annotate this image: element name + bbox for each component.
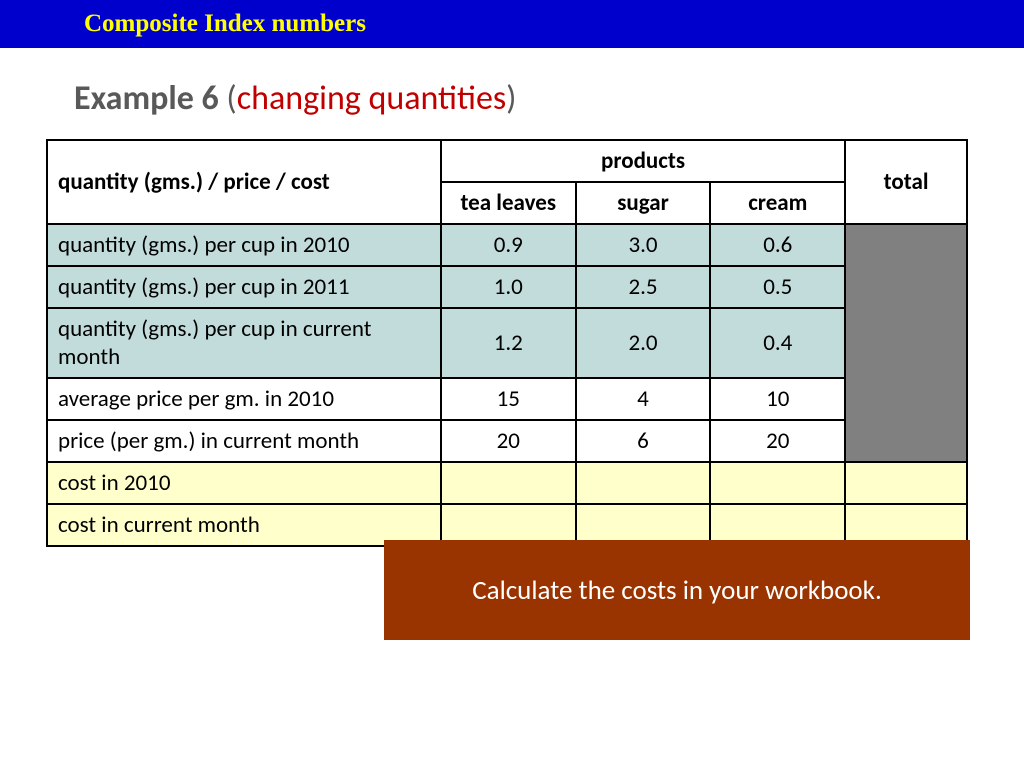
row-label: quantity (gms.) per cup in current month: [47, 308, 441, 378]
table-row: price (per gm.) in current month 20 6 20: [47, 420, 967, 462]
row-label: quantity (gms.) per cup in 2011: [47, 266, 441, 308]
cell: 6: [576, 420, 711, 462]
cell: [710, 462, 845, 504]
table-row: average price per gm. in 2010 15 4 10: [47, 378, 967, 420]
title-open: (: [219, 78, 237, 119]
products-header: products: [441, 140, 845, 182]
row-label: cost in current month: [47, 504, 441, 546]
cell: 0.6: [710, 224, 845, 266]
title-sub: changing quantities: [237, 78, 506, 119]
cell: 1.2: [441, 308, 576, 378]
row-label: cost in 2010: [47, 462, 441, 504]
corner-header: quantity (gms.) / price / cost: [47, 140, 441, 224]
cell: 0.9: [441, 224, 576, 266]
row-label: quantity (gms.) per cup in 2010: [47, 224, 441, 266]
header-bar: Composite Index numbers: [0, 0, 1024, 48]
header-title: Composite Index numbers: [84, 10, 366, 38]
data-table: quantity (gms.) / price / cost products …: [46, 139, 968, 547]
cell: 0.5: [710, 266, 845, 308]
col-cream: cream: [710, 182, 845, 224]
table-row: cost in 2010: [47, 462, 967, 504]
table-row: quantity (gms.) per cup in current month…: [47, 308, 967, 378]
cell: [576, 462, 711, 504]
title-bold: Example 6: [74, 78, 219, 119]
cell: 20: [441, 420, 576, 462]
cell: 2.0: [576, 308, 711, 378]
total-grey-block: [845, 224, 967, 462]
overlay-instruction: Calculate the costs in your workbook.: [384, 540, 970, 640]
cell: [441, 462, 576, 504]
table-row: quantity (gms.) per cup in 2010 0.9 3.0 …: [47, 224, 967, 266]
cell-total: [845, 462, 967, 504]
overlay-text: Calculate the costs in your workbook.: [472, 574, 882, 607]
cell: 3.0: [576, 224, 711, 266]
cell: 20: [710, 420, 845, 462]
row-label: price (per gm.) in current month: [47, 420, 441, 462]
cell: 4: [576, 378, 711, 420]
cell: 1.0: [441, 266, 576, 308]
col-tea: tea leaves: [441, 182, 576, 224]
total-header: total: [845, 140, 967, 224]
table-row: quantity (gms.) per cup in 2011 1.0 2.5 …: [47, 266, 967, 308]
cell: 0.4: [710, 308, 845, 378]
col-sugar: sugar: [576, 182, 711, 224]
cell: 10: [710, 378, 845, 420]
row-label: average price per gm. in 2010: [47, 378, 441, 420]
page-title: Example 6 (changing quantities): [74, 78, 1024, 119]
cell: 15: [441, 378, 576, 420]
title-close: ): [506, 78, 516, 119]
cell: 2.5: [576, 266, 711, 308]
